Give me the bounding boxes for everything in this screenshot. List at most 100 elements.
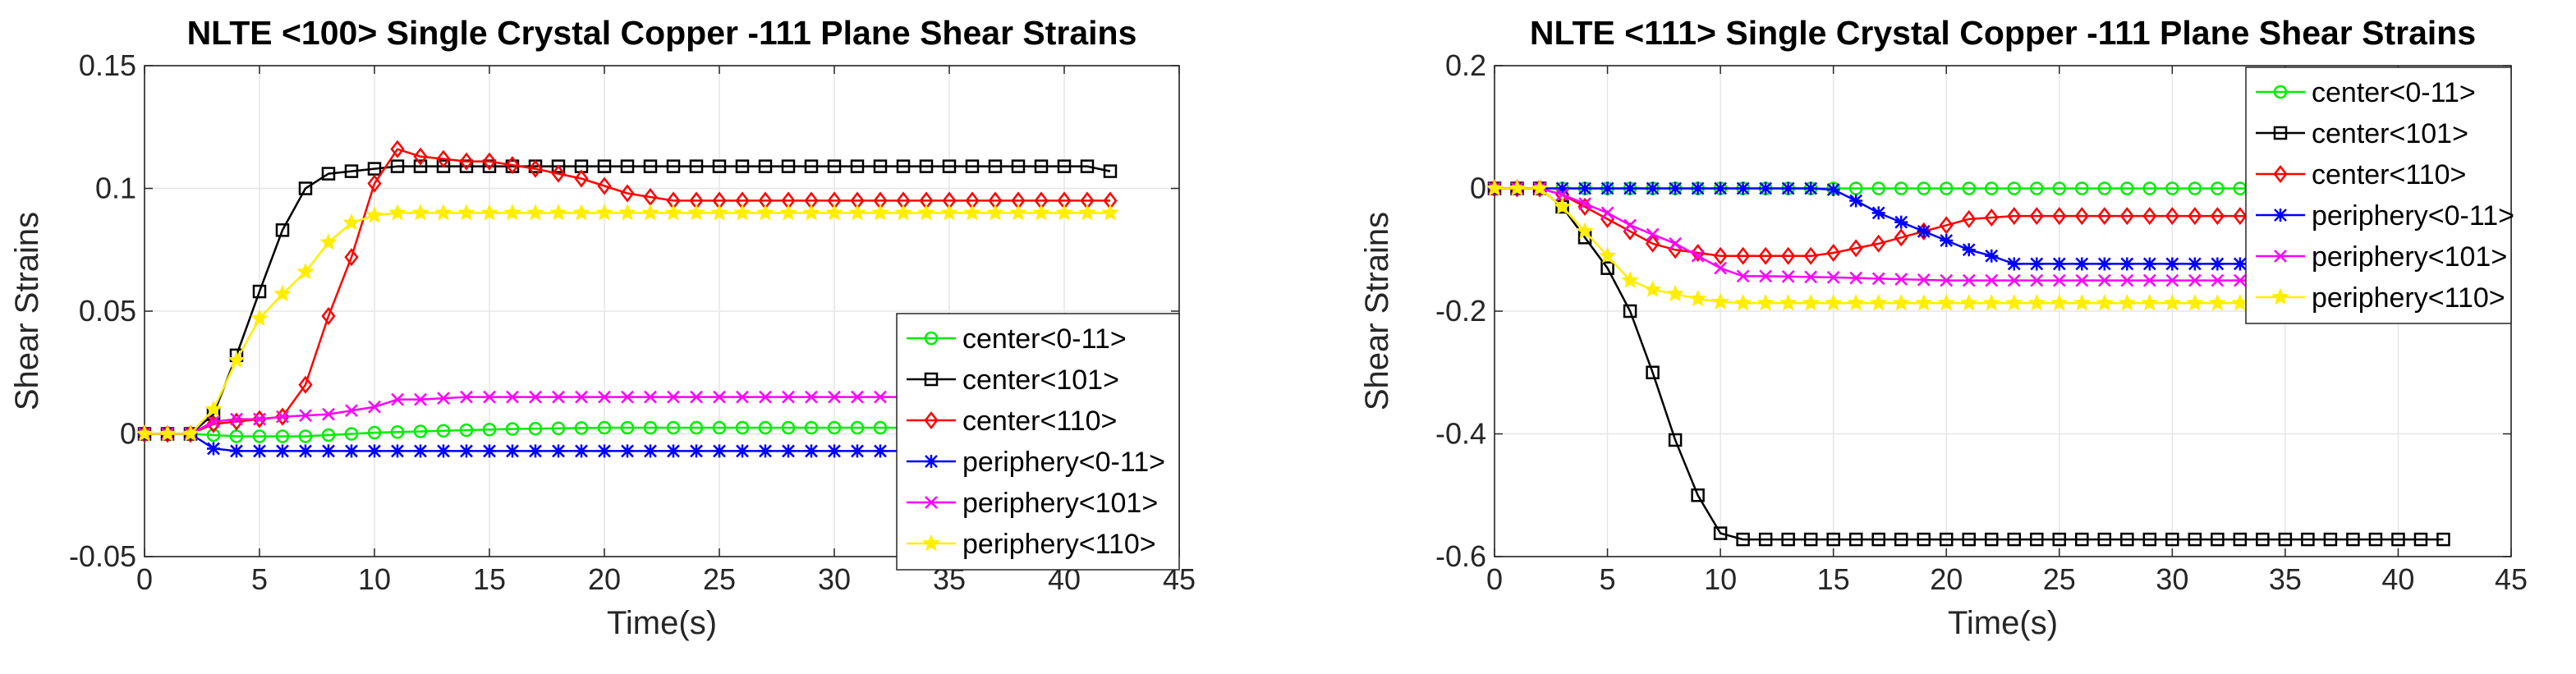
data-point [666, 420, 681, 435]
data-point [1759, 181, 1773, 195]
data-point [437, 392, 450, 406]
data-point [1736, 269, 1750, 283]
data-point [1714, 181, 1728, 195]
legend: center<0-11> center<101> center<110> periph… [896, 313, 1180, 571]
data-point [1849, 194, 1863, 208]
data-point [2007, 181, 2022, 195]
data-point [598, 390, 611, 404]
data-point [1985, 273, 1999, 287]
data-point [618, 204, 636, 221]
data-point [597, 177, 612, 195]
data-point [644, 444, 657, 458]
data-point [735, 159, 750, 173]
data-point [827, 420, 842, 435]
x-axis-label: Time(s) [607, 605, 717, 641]
data-point [733, 204, 751, 221]
data-point [459, 423, 474, 438]
data-point [1713, 246, 1728, 265]
data-point [273, 284, 292, 302]
data-point [482, 423, 497, 437]
data-point [365, 206, 383, 223]
data-point [529, 444, 542, 458]
data-point [2301, 532, 2315, 547]
data-point [1962, 181, 1976, 195]
data-point [1826, 182, 1840, 196]
data-point [758, 420, 773, 435]
data-point [1103, 164, 1118, 178]
legend-item: periphery<101> [907, 488, 1158, 519]
data-point [2165, 181, 2179, 195]
legend-label: center<101> [2312, 118, 2468, 149]
data-point [2165, 207, 2179, 226]
data-point [2030, 532, 2044, 547]
data-point [1578, 197, 1591, 211]
legend-label: center<101> [962, 365, 1119, 396]
data-point [276, 410, 289, 424]
data-point [2007, 273, 2021, 287]
data-point [2030, 257, 2044, 271]
data-point [690, 444, 703, 458]
data-point [2030, 181, 2044, 195]
data-point [367, 174, 382, 193]
data-point [436, 424, 451, 438]
legend-label: periphery<110> [962, 529, 1156, 560]
data-point [252, 429, 267, 443]
x-tick-label: 20 [588, 562, 621, 596]
data-point [1826, 532, 1840, 547]
data-point [503, 204, 521, 221]
legend-marker [925, 496, 938, 509]
data-point [850, 420, 865, 435]
data-point [827, 159, 842, 173]
data-point [1894, 273, 1908, 287]
data-point [1759, 269, 1773, 283]
data-point [782, 390, 795, 404]
data-point [874, 390, 887, 404]
data-point [828, 390, 841, 404]
data-point [2074, 207, 2089, 226]
data-point [1871, 272, 1885, 286]
data-point [552, 444, 565, 458]
data-point [2233, 273, 2247, 287]
data-point [2211, 532, 2225, 547]
data-point [298, 375, 313, 394]
x-tick-label: 35 [2269, 562, 2302, 596]
data-point [414, 392, 427, 406]
data-point [1962, 209, 1977, 228]
data-point [621, 444, 634, 458]
data-point [436, 149, 451, 168]
data-point [779, 204, 797, 221]
data-point [344, 427, 359, 441]
data-point [643, 420, 658, 435]
data-point [2436, 532, 2450, 547]
data-point [2120, 532, 2134, 547]
data-point [2142, 532, 2157, 547]
data-point [345, 444, 358, 458]
data-point [782, 444, 795, 458]
legend-marker [2273, 164, 2288, 184]
data-point [873, 159, 888, 173]
data-point [321, 167, 336, 181]
data-point [1894, 532, 1908, 547]
data-point [851, 444, 864, 458]
data-point [574, 169, 589, 188]
data-point [2052, 207, 2067, 226]
y-axis-label: Shear Strains [1359, 212, 1395, 410]
data-point [1982, 294, 2001, 311]
data-point [2004, 294, 2023, 311]
data-point [2323, 532, 2338, 547]
legend-label: periphery<101> [2312, 241, 2507, 273]
data-point [641, 204, 659, 221]
data-point [940, 204, 958, 221]
data-point [528, 421, 543, 436]
data-point [2075, 257, 2089, 271]
legend-label: periphery<0-11> [962, 447, 1165, 478]
data-point [1055, 204, 1073, 221]
data-point [2142, 181, 2157, 195]
data-point [230, 412, 243, 426]
data-point [2278, 532, 2293, 547]
legend-label: center<110> [962, 406, 1117, 437]
legend-label: periphery<101> [962, 488, 1158, 519]
data-point [2120, 273, 2134, 287]
data-point [1804, 181, 1818, 195]
data-point [480, 204, 498, 221]
